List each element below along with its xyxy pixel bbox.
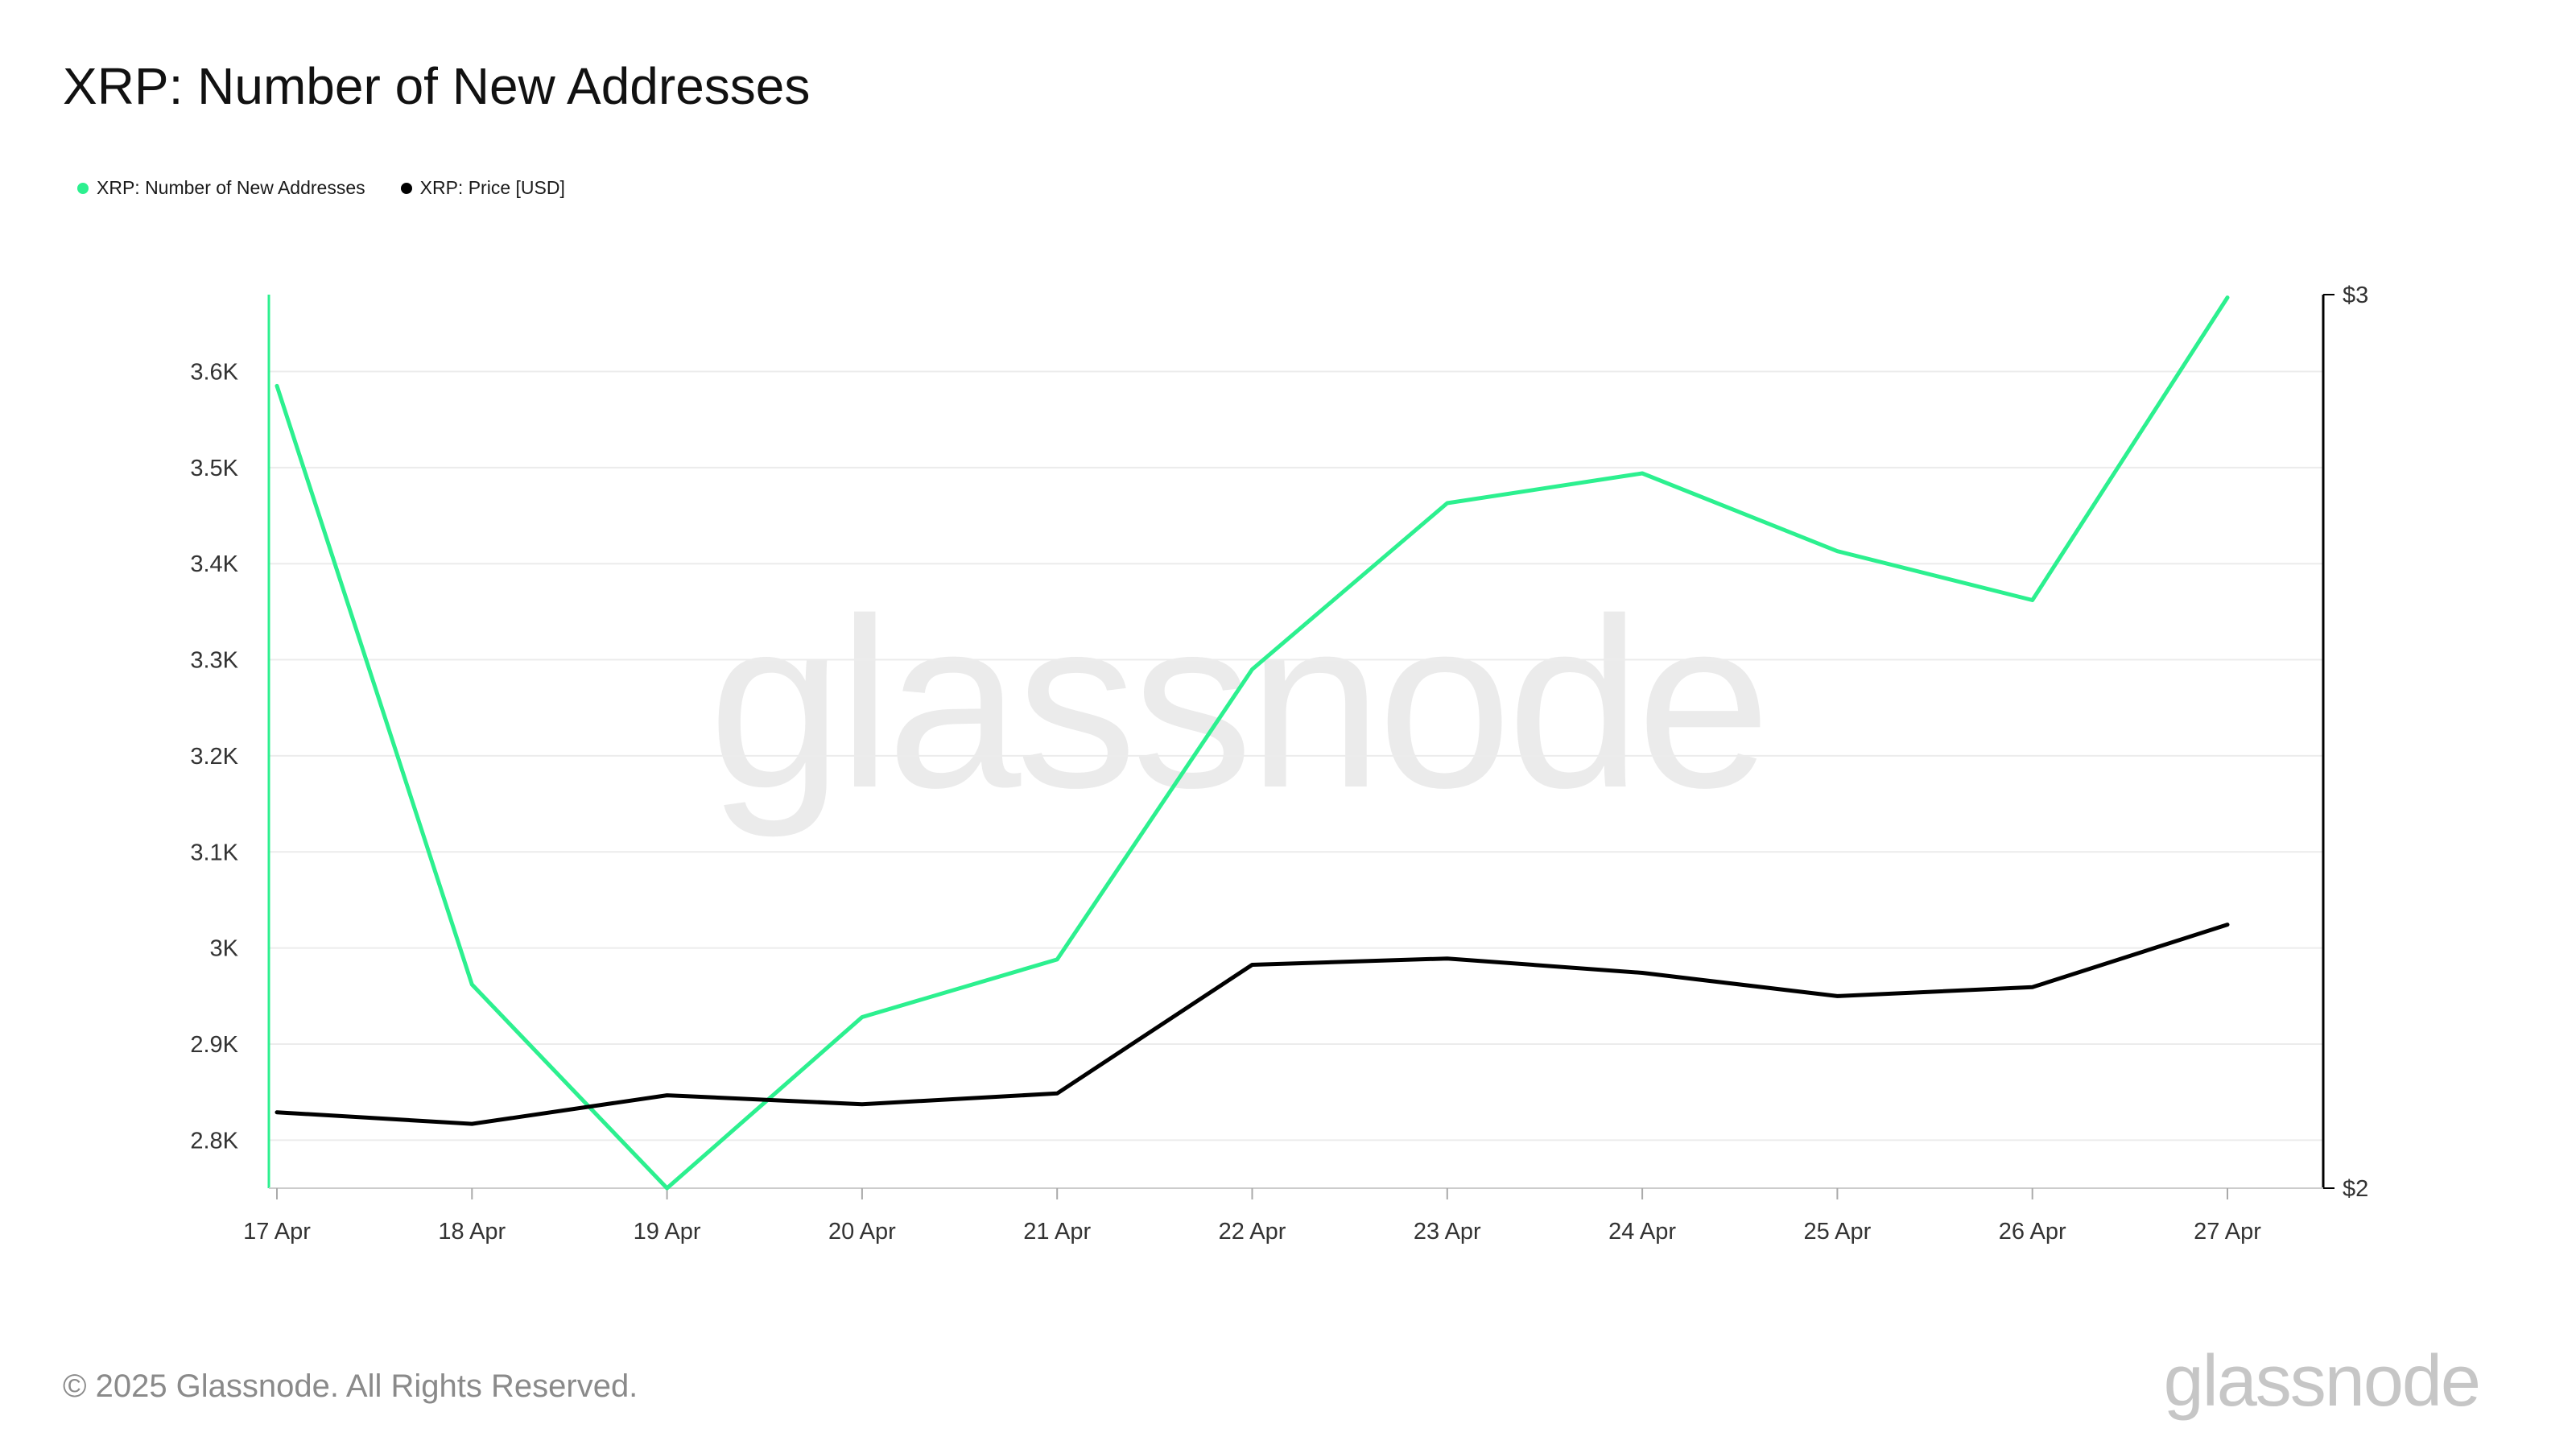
x-tick-label: 27 Apr xyxy=(2194,1219,2261,1245)
y-right-tick-label: $2 xyxy=(2343,1176,2368,1202)
y-left-tick-label: 3.4K xyxy=(190,551,238,577)
legend-item-new-addresses[interactable]: XRP: Number of New Addresses xyxy=(77,177,365,199)
data-point-price xyxy=(861,1103,864,1106)
legend-label-new-addresses: XRP: Number of New Addresses xyxy=(97,177,365,198)
y-right-tick-label: $3 xyxy=(2343,283,2368,308)
data-point-price xyxy=(1641,971,1644,974)
legend-item-price[interactable]: XRP: Price [USD] xyxy=(400,177,565,199)
y-left-tick-label: 3.3K xyxy=(190,648,238,674)
data-point-new-addresses xyxy=(470,983,473,986)
y-left-tick-label: 3.5K xyxy=(190,456,238,481)
series-line-price xyxy=(275,923,2230,1126)
legend-dot-price xyxy=(400,182,412,194)
series-line-new-addresses xyxy=(275,295,2230,1191)
copyright-footer: © 2025 Glassnode. All Rights Reserved. xyxy=(63,1368,638,1404)
y-left-tick-label: 2.9K xyxy=(190,1032,238,1058)
data-point-price xyxy=(275,1111,279,1114)
x-tick-label: 25 Apr xyxy=(1803,1219,1871,1245)
y-left-tick-label: 2.8K xyxy=(190,1128,238,1154)
x-tick-label: 17 Apr xyxy=(243,1219,311,1245)
data-point-price xyxy=(1251,964,1253,966)
x-tick-label: 26 Apr xyxy=(1999,1219,2066,1245)
data-point-price xyxy=(1055,1092,1059,1095)
x-tick-label: 23 Apr xyxy=(1414,1219,1481,1245)
glassnode-watermark: glassnode xyxy=(708,568,1771,838)
chart-title: XRP: Number of New Addresses xyxy=(63,57,811,115)
x-tick-label: 21 Apr xyxy=(1023,1219,1091,1245)
data-point-price xyxy=(1835,994,1839,997)
data-point-new-addresses xyxy=(1641,472,1644,475)
x-tick-label: 22 Apr xyxy=(1219,1219,1286,1245)
y-left-tick-label: 3K xyxy=(210,936,239,962)
data-point-new-addresses xyxy=(1055,958,1059,961)
data-point-new-addresses xyxy=(666,1187,669,1190)
legend-label-price: XRP: Price [USD] xyxy=(419,177,565,198)
data-point-price xyxy=(470,1122,473,1125)
x-tick-label: 20 Apr xyxy=(828,1219,896,1245)
data-point-new-addresses xyxy=(1446,502,1449,505)
chart-legend: XRP: Number of New Addresses XRP: Price … xyxy=(77,177,601,199)
data-point-price xyxy=(2226,923,2229,927)
data-point-new-addresses xyxy=(1251,667,1253,671)
glassnode-logo: glassnode xyxy=(2163,1341,2481,1422)
y-left-tick-label: 3.1K xyxy=(190,840,238,865)
data-point-new-addresses xyxy=(2031,599,2034,602)
data-point-price xyxy=(2031,985,2034,989)
data-point-price xyxy=(1446,957,1449,960)
data-point-new-addresses xyxy=(1835,550,1839,553)
legend-dot-new-addresses xyxy=(77,182,89,194)
data-point-new-addresses xyxy=(275,384,279,387)
y-left-tick-label: 3.2K xyxy=(190,744,238,770)
x-tick-label: 24 Apr xyxy=(1608,1219,1676,1245)
data-point-price xyxy=(666,1094,669,1097)
data-point-new-addresses xyxy=(2226,296,2229,299)
y-left-tick-label: 3.6K xyxy=(190,359,238,385)
data-point-new-addresses xyxy=(861,1016,864,1019)
x-tick-label: 18 Apr xyxy=(438,1219,506,1245)
x-tick-label: 19 Apr xyxy=(634,1219,701,1245)
